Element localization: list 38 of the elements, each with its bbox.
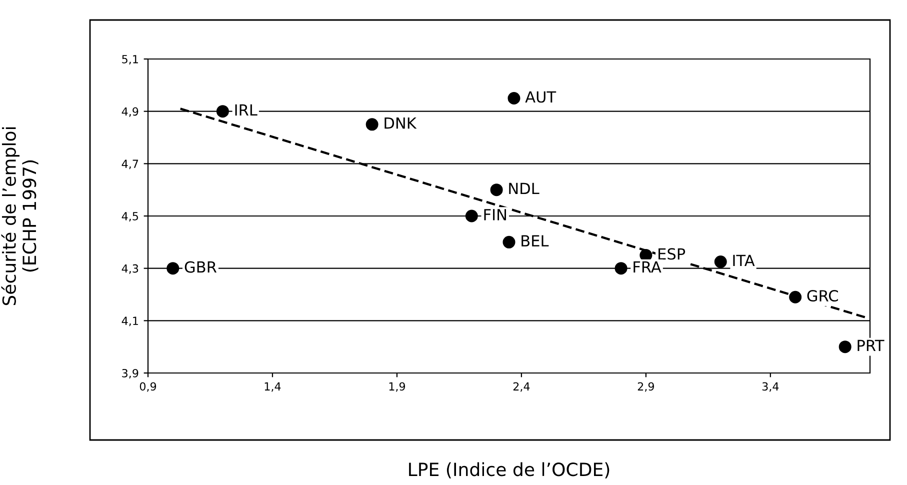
y-axis-title: Sécurité de l’emploi (ECHP 1997) — [1, 127, 38, 306]
annotation: ITA — [733, 254, 755, 266]
y-tick-label: 4,5 — [122, 212, 138, 222]
annotation: GRC — [807, 290, 838, 302]
point — [490, 184, 503, 196]
point — [502, 236, 516, 248]
x-tick-label: 3,4 — [762, 382, 779, 392]
x-tick-label: 1,9 — [389, 382, 406, 392]
point — [216, 105, 229, 118]
x-tick-label: 1,4 — [264, 382, 281, 392]
point — [789, 290, 802, 304]
annotation: FRA — [634, 261, 662, 273]
point — [465, 210, 478, 222]
y-tick-label: 4,3 — [122, 264, 138, 274]
annotation: IRL — [235, 104, 258, 116]
point — [508, 92, 520, 104]
x-axis-title: LPE (Indice de l’OCDE) — [409, 462, 610, 478]
y-tick-label: 4,7 — [122, 160, 138, 170]
x-tick-label: 0,9 — [140, 382, 156, 392]
annotation: DNK — [384, 117, 417, 129]
y-tick-label: 4,1 — [122, 316, 138, 326]
point — [838, 340, 852, 354]
annotation: BEL — [522, 235, 549, 246]
point — [714, 256, 727, 268]
annotation: PRT — [858, 340, 884, 352]
annotation: ESP — [658, 248, 686, 260]
annotation: AUT — [525, 91, 556, 103]
x-tick-label: 2,9 — [638, 382, 654, 392]
point — [366, 118, 378, 131]
point — [614, 262, 628, 275]
x-tick-label: 2,4 — [513, 382, 530, 392]
y-tick-label: 3,9 — [122, 368, 138, 379]
y-tick-label: 5,1 — [122, 55, 138, 65]
y-tick-label: 4,9 — [122, 107, 138, 117]
annotation: FIN — [484, 209, 506, 220]
annotation: GBR — [184, 261, 217, 273]
annotation: NDL — [509, 182, 540, 194]
point — [166, 262, 180, 275]
